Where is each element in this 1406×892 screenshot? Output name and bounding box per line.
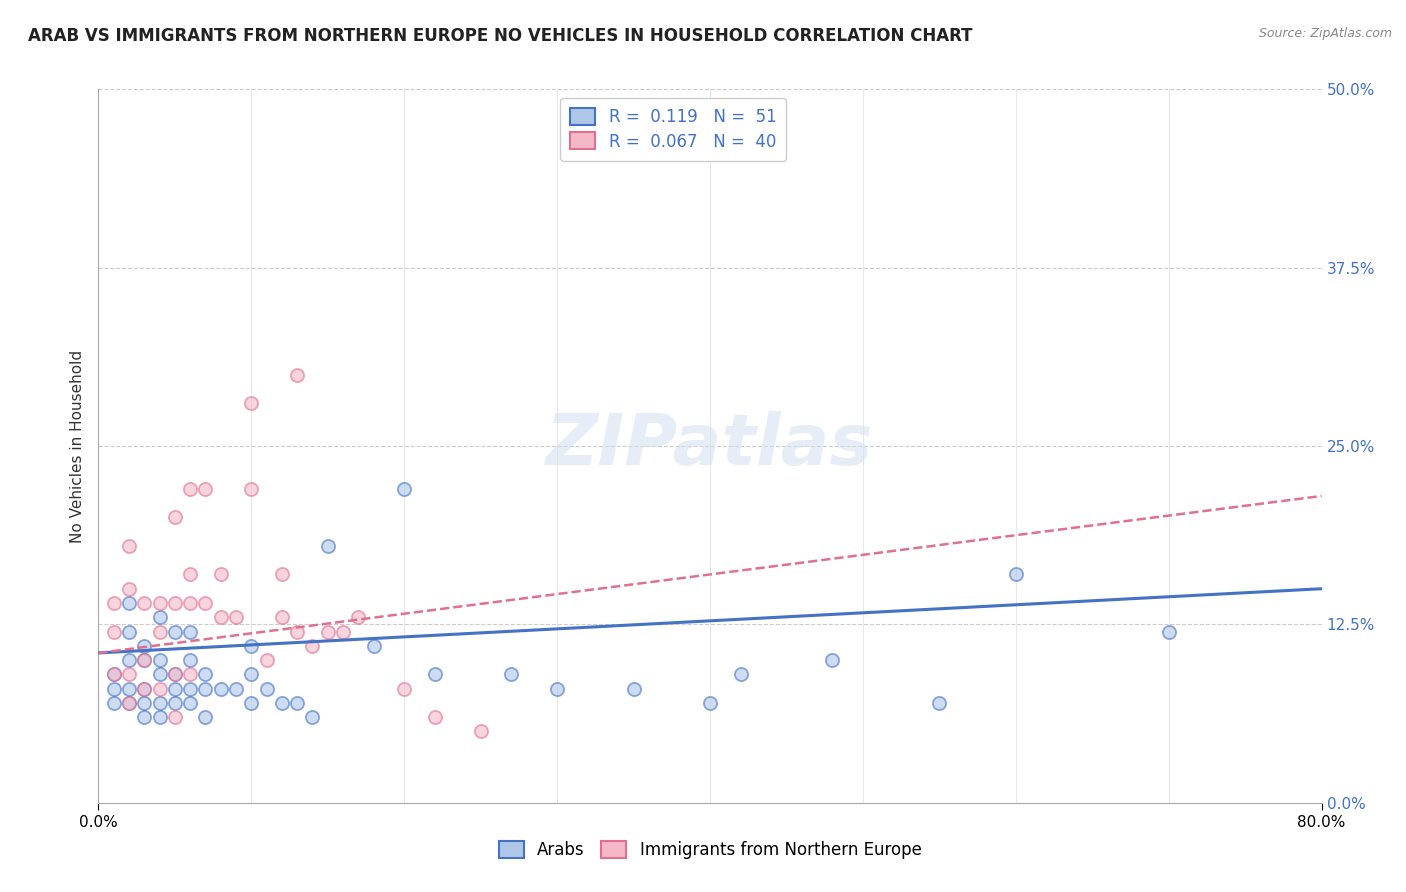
Point: [103, 667, 125, 681]
Point: [332, 624, 354, 639]
Point: [134, 596, 156, 610]
Point: [392, 681, 416, 696]
Point: [1004, 567, 1026, 582]
Point: [240, 482, 263, 496]
Point: [134, 639, 156, 653]
Point: [134, 653, 156, 667]
Point: [225, 681, 247, 696]
Text: ZIPatlas: ZIPatlas: [547, 411, 873, 481]
Point: [270, 610, 292, 624]
Point: [149, 596, 172, 610]
Point: [256, 681, 278, 696]
Point: [149, 710, 172, 724]
Point: [149, 610, 172, 624]
Point: [134, 681, 156, 696]
Point: [392, 482, 416, 496]
Point: [163, 710, 186, 724]
Point: [103, 696, 125, 710]
Point: [134, 696, 156, 710]
Point: [118, 696, 141, 710]
Point: [1157, 624, 1180, 639]
Point: [179, 653, 201, 667]
Point: [821, 653, 844, 667]
Point: [163, 510, 186, 524]
Point: [118, 696, 141, 710]
Point: [730, 667, 752, 681]
Legend: Arabs, Immigrants from Northern Europe: Arabs, Immigrants from Northern Europe: [492, 834, 928, 866]
Point: [301, 639, 323, 653]
Point: [194, 710, 217, 724]
Point: [194, 482, 217, 496]
Point: [209, 610, 232, 624]
Point: [163, 667, 186, 681]
Point: [363, 639, 385, 653]
Point: [316, 624, 339, 639]
Point: [179, 667, 201, 681]
Point: [501, 667, 523, 681]
Point: [194, 681, 217, 696]
Point: [240, 639, 263, 653]
Point: [118, 624, 141, 639]
Point: [149, 681, 172, 696]
Point: [103, 624, 125, 639]
Point: [470, 724, 492, 739]
Point: [316, 539, 339, 553]
Point: [623, 681, 645, 696]
Point: [179, 567, 201, 582]
Point: [149, 696, 172, 710]
Point: [240, 396, 263, 410]
Point: [118, 582, 141, 596]
Point: [423, 667, 446, 681]
Text: ARAB VS IMMIGRANTS FROM NORTHERN EUROPE NO VEHICLES IN HOUSEHOLD CORRELATION CHA: ARAB VS IMMIGRANTS FROM NORTHERN EUROPE …: [28, 27, 973, 45]
Point: [270, 567, 292, 582]
Point: [134, 710, 156, 724]
Point: [163, 667, 186, 681]
Point: [118, 596, 141, 610]
Point: [347, 610, 370, 624]
Point: [149, 653, 172, 667]
Point: [194, 596, 217, 610]
Point: [163, 624, 186, 639]
Point: [179, 681, 201, 696]
Text: Source: ZipAtlas.com: Source: ZipAtlas.com: [1258, 27, 1392, 40]
Point: [134, 681, 156, 696]
Point: [149, 667, 172, 681]
Point: [179, 482, 201, 496]
Point: [118, 653, 141, 667]
Point: [103, 596, 125, 610]
Point: [179, 596, 201, 610]
Point: [270, 696, 292, 710]
Point: [240, 696, 263, 710]
Point: [699, 696, 721, 710]
Point: [134, 653, 156, 667]
Point: [118, 681, 141, 696]
Point: [179, 696, 201, 710]
Point: [163, 681, 186, 696]
Point: [285, 624, 308, 639]
Point: [118, 667, 141, 681]
Point: [225, 610, 247, 624]
Point: [118, 539, 141, 553]
Point: [103, 667, 125, 681]
Point: [256, 653, 278, 667]
Point: [209, 681, 232, 696]
Point: [285, 368, 308, 382]
Point: [163, 596, 186, 610]
Point: [209, 567, 232, 582]
Point: [928, 696, 950, 710]
Point: [149, 624, 172, 639]
Point: [240, 667, 263, 681]
Point: [423, 710, 446, 724]
Y-axis label: No Vehicles in Household: No Vehicles in Household: [69, 350, 84, 542]
Point: [103, 681, 125, 696]
Point: [285, 696, 308, 710]
Point: [163, 696, 186, 710]
Point: [179, 624, 201, 639]
Point: [194, 667, 217, 681]
Point: [546, 681, 568, 696]
Point: [301, 710, 323, 724]
